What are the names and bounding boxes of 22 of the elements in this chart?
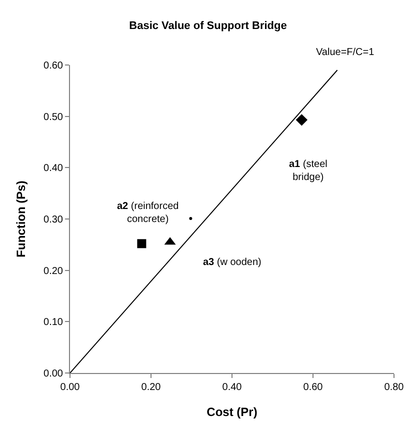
- annotation: a3 (w ooden): [203, 257, 262, 268]
- point: [296, 114, 308, 126]
- x-tick-label: 0.80: [384, 382, 404, 393]
- point: [137, 239, 146, 248]
- x-axis-title: Cost (Pr): [206, 404, 258, 419]
- y-tick-label: 0.10: [44, 317, 64, 328]
- y-tick-label: 0.40: [44, 163, 64, 174]
- y-tick-label: 0.00: [44, 368, 64, 380]
- x-tick-label: 0.60: [303, 382, 324, 393]
- point: [189, 216, 192, 220]
- x-tick-label: 0.20: [141, 382, 162, 393]
- y-tick-label: 0.30: [44, 214, 64, 226]
- annotation: a2 (reinforced concrete): [117, 201, 179, 225]
- chart-title: Basic Value of Support Bridge: [129, 20, 287, 32]
- y-axis-title: Function (Ps): [14, 180, 28, 258]
- x-tick-label: 0.40: [222, 382, 242, 393]
- y-tick-label: 0.20: [44, 266, 64, 277]
- annotation: a1 (steel bridge): [289, 159, 328, 183]
- y-tick-label: 0.60: [44, 60, 64, 72]
- y-tick-label: 0.50: [44, 112, 64, 123]
- x-tick-label: 0.00: [60, 382, 80, 393]
- annotation: Value=F/C=1: [316, 47, 375, 58]
